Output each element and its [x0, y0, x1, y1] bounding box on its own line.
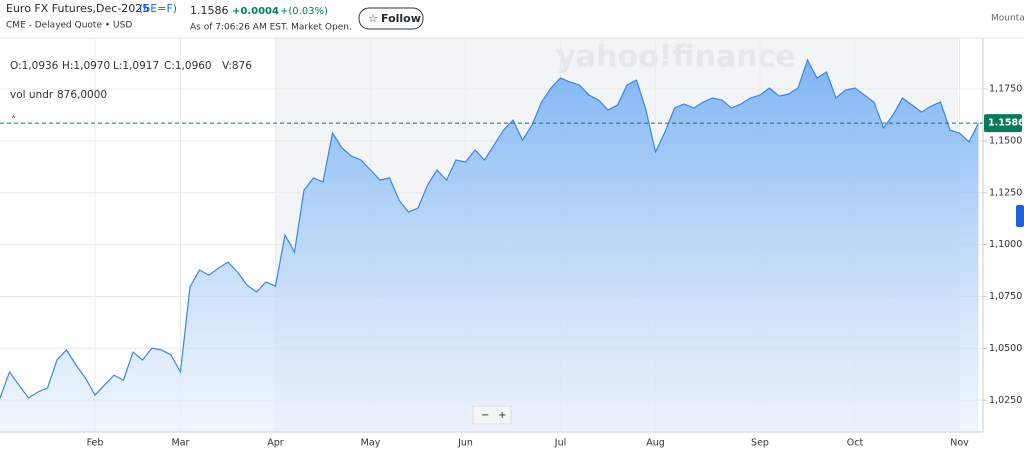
x-tick-label: Sep — [751, 438, 769, 449]
x-tick-label: Oct — [847, 438, 864, 449]
x-tick-label: Aug — [646, 438, 665, 449]
study-name: vol undr — [10, 89, 54, 101]
zoom-in[interactable]: + — [498, 410, 506, 421]
symbol[interactable]: (6E=F) — [139, 2, 177, 15]
x-tick-label: Mar — [172, 438, 190, 449]
price-line — [0, 58, 980, 399]
zoom-controls — [472, 405, 512, 425]
y-tick-label: 1,0750 — [989, 291, 1022, 302]
collapse-icon[interactable]: ˄ — [11, 115, 16, 127]
follow-button[interactable] — [358, 7, 424, 30]
change-pct: +(0.03%) — [280, 6, 328, 17]
follow-label[interactable]: Follow — [381, 12, 421, 25]
source: CME - Delayed Quote • USD — [6, 21, 132, 31]
zoom-out[interactable]: − — [481, 410, 489, 421]
y-tick-label: 1,1000 — [989, 239, 1022, 250]
x-tick-label: Feb — [87, 438, 104, 449]
title: Euro FX Futures,Dec-2025 — [6, 2, 149, 15]
timezone[interactable]: Mounta — [991, 14, 1024, 24]
side-tab[interactable] — [1016, 205, 1024, 227]
change: +0.0004 — [232, 6, 279, 17]
y-tick-label: 1,1500 — [989, 135, 1022, 146]
star-icon: ☆ — [368, 12, 378, 25]
legend-low: L:1,0917 — [113, 60, 159, 72]
last-price-badge — [984, 114, 1022, 133]
x-tick-label: Jun — [457, 438, 473, 449]
watermark: yahoo!finance — [556, 40, 795, 75]
legend-high: H:1,0970 — [62, 60, 110, 72]
x-tick-label: Jul — [554, 438, 566, 449]
y-tick-label: 1,0500 — [989, 343, 1022, 354]
x-tick-label: Apr — [267, 438, 284, 449]
price-area — [0, 60, 979, 432]
x-tick-label: Nov — [950, 438, 969, 449]
legend-open: O:1,0936 — [10, 60, 59, 72]
x-tick-label: May — [361, 438, 381, 449]
study-value: 876,0000 — [57, 89, 107, 101]
legend-close: C:1,0960 — [164, 60, 212, 72]
y-tick-label: 1,1750 — [989, 84, 1022, 95]
timestamp: As of 7:06:26 AM EST. Market Open. — [190, 23, 352, 33]
last-price-label: 1.1586 — [988, 118, 1024, 129]
legend-volume: V:876 — [222, 60, 252, 72]
price: 1.1586 — [190, 4, 229, 17]
y-tick-label: 1,0250 — [989, 395, 1022, 406]
y-tick-label: 1,1250 — [989, 187, 1022, 198]
plot — [0, 38, 987, 432]
